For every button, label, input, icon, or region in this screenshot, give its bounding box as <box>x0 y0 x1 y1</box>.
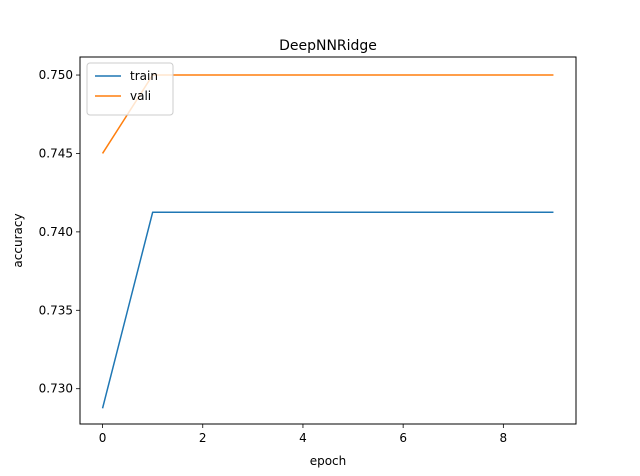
series-line-vali <box>101 74 554 154</box>
x-tick-label: 8 <box>500 431 508 445</box>
y-tick-label: 0.750 <box>39 68 73 82</box>
x-axis-label: epoch <box>310 454 347 468</box>
plot-area <box>101 74 554 409</box>
y-axis-label: accuracy <box>11 213 25 267</box>
series-line-train <box>101 211 554 409</box>
x-tick-label: 2 <box>199 431 207 445</box>
x-tick-label: 6 <box>399 431 407 445</box>
y-tick-label: 0.735 <box>39 303 73 317</box>
x-tick-label: 4 <box>299 431 307 445</box>
y-tick-label: 0.730 <box>39 382 73 396</box>
x-axis: 0 2 4 6 8 <box>99 424 507 445</box>
legend: train vali <box>86 62 174 116</box>
y-tick-label: 0.740 <box>39 225 73 239</box>
x-tick-label: 0 <box>99 431 107 445</box>
chart-title: DeepNNRidge <box>279 38 377 54</box>
y-tick-label: 0.745 <box>39 146 73 160</box>
legend-label-train: train <box>130 69 158 83</box>
legend-label-vali: vali <box>130 89 151 103</box>
y-axis: 0.730 0.735 0.740 0.745 0.750 <box>39 68 80 396</box>
axes-frame <box>79 56 577 425</box>
